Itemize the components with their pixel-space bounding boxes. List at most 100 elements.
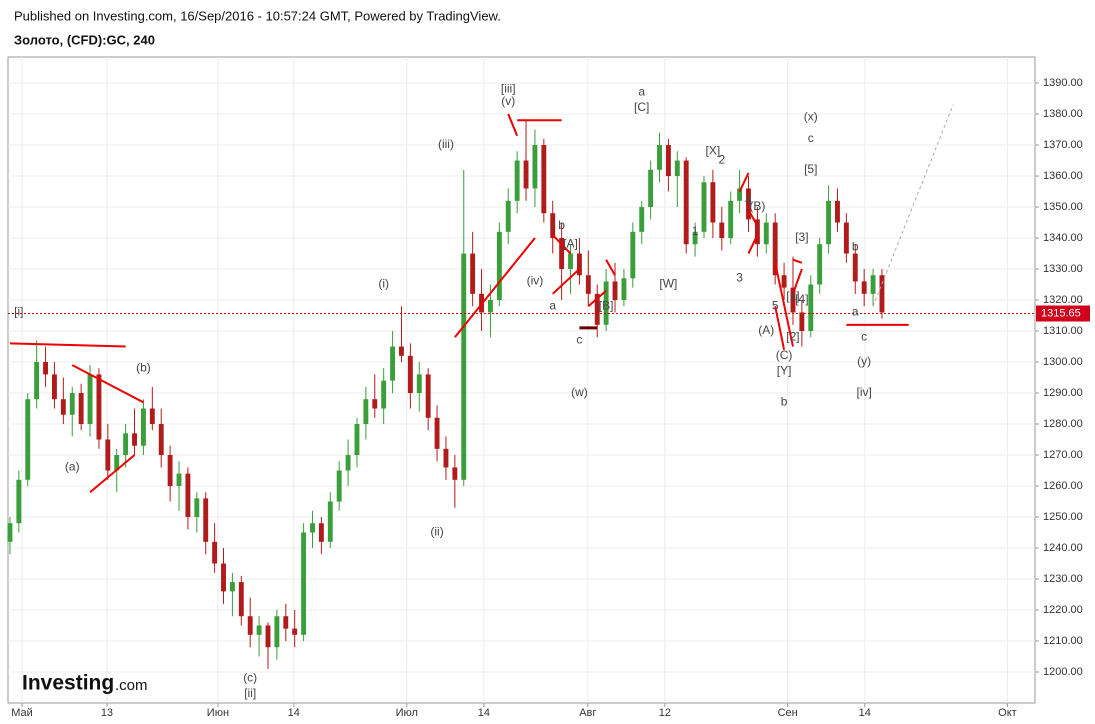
trend-line: [792, 268, 803, 295]
candle-body: [16, 479, 22, 524]
candle-body: [487, 300, 493, 313]
candle-body: [434, 417, 440, 449]
candle-body: [399, 346, 404, 356]
y-tick-label: 1280.00: [1043, 418, 1083, 430]
wave-label: 3: [736, 270, 743, 284]
x-tick-label: Июн: [207, 707, 229, 719]
candle-body: [470, 253, 476, 294]
candle-body: [861, 281, 867, 294]
y-tick-label: 1390.00: [1043, 77, 1083, 89]
candle-body: [772, 222, 778, 276]
wave-label: a: [852, 305, 859, 319]
y-tick-label: 1320.00: [1043, 294, 1083, 306]
wave-label: (A): [758, 323, 774, 337]
candle-body: [621, 278, 627, 301]
candle-body: [612, 281, 618, 301]
wave-label: c: [808, 131, 814, 145]
y-tick-label: 1240.00: [1043, 542, 1083, 554]
candle-body: [140, 408, 146, 446]
candle-body: [790, 287, 796, 313]
wave-label: [3]: [795, 230, 808, 244]
trend-line: [552, 234, 572, 255]
wave-label: (c): [243, 670, 257, 684]
candle-body: [105, 439, 111, 471]
candle-body: [763, 222, 769, 245]
wave-label: [iii]: [501, 81, 516, 95]
projection-line: [872, 104, 954, 307]
candle-body: [149, 408, 155, 425]
wave-label: [5]: [804, 162, 817, 176]
candle-body: [87, 374, 93, 425]
candle-body: [719, 222, 725, 239]
wave-label: (iv): [527, 274, 544, 288]
y-tick-label: 1360.00: [1043, 170, 1083, 182]
candle-body: [256, 625, 262, 635]
y-tick-label: 1310.00: [1043, 325, 1083, 337]
candle-body: [443, 448, 449, 468]
wave-label: (a): [65, 460, 80, 474]
candle-body: [176, 473, 182, 487]
y-tick-label: 1250.00: [1043, 511, 1083, 523]
candle-body: [746, 188, 751, 220]
candle-body: [301, 532, 307, 635]
candle-body: [158, 424, 164, 456]
candle-body: [69, 393, 75, 415]
candle-body: [372, 399, 378, 409]
candle-body: [318, 523, 324, 542]
wave-label: 4: [745, 193, 752, 207]
candle-body: [96, 374, 102, 440]
wave-label: [ii]: [244, 686, 256, 700]
wave-label: [C]: [634, 100, 649, 114]
wave-label: [X]: [706, 143, 721, 157]
trend-line: [774, 262, 794, 347]
candle-body: [808, 284, 814, 332]
last-price-label: 1315.65: [1041, 307, 1081, 319]
candle-body: [532, 145, 538, 189]
y-tick-label: 1350.00: [1043, 201, 1083, 213]
candle-body: [407, 355, 413, 394]
candle-body: [701, 182, 707, 232]
x-tick-label: 14: [478, 707, 490, 719]
candle-body: [381, 380, 387, 409]
candle-body: [123, 433, 129, 456]
candle-body: [648, 169, 654, 208]
candle-body: [203, 498, 209, 542]
candle-body: [754, 219, 760, 245]
trend-line: [454, 237, 536, 338]
wave-label: [A]: [563, 236, 578, 250]
candle-body: [310, 523, 315, 533]
x-tick-label: 13: [101, 707, 113, 719]
wave-label: (B): [749, 199, 765, 213]
wave-label: (C): [776, 348, 793, 362]
candle-body: [283, 616, 289, 629]
wave-label: 1: [692, 224, 699, 238]
wave-label: a: [638, 85, 645, 99]
candle-body: [870, 275, 876, 294]
candle-body: [238, 582, 244, 617]
candle-body: [603, 281, 609, 325]
candle-body: [425, 374, 431, 418]
candle-body: [496, 231, 502, 301]
candle-body: [692, 231, 698, 245]
x-tick-label: Июл: [396, 707, 418, 719]
candle-body: [835, 200, 840, 223]
wave-label: (w): [571, 385, 588, 399]
wave-label: (iii): [438, 137, 454, 151]
last-price-tag: [1036, 305, 1090, 322]
candle-body: [817, 244, 823, 285]
candle-body: [630, 231, 636, 279]
y-tick-label: 1230.00: [1043, 573, 1083, 585]
candle-body: [852, 253, 858, 282]
y-tick-label: 1200.00: [1043, 666, 1083, 678]
header: Published on Investing.com, 16/Sep/2016 …: [14, 8, 501, 23]
trend-line: [605, 259, 616, 276]
x-tick-label: Окт: [998, 707, 1017, 719]
wave-label: [2]: [786, 329, 799, 343]
candle-body: [576, 253, 582, 276]
wave-label: 2: [718, 153, 725, 167]
x-tick-label: 14: [288, 707, 300, 719]
wave-label: [iv]: [856, 385, 871, 399]
logo-suffix: .com: [115, 677, 148, 694]
wave-label: (y): [857, 354, 871, 368]
candle-body: [568, 253, 573, 270]
